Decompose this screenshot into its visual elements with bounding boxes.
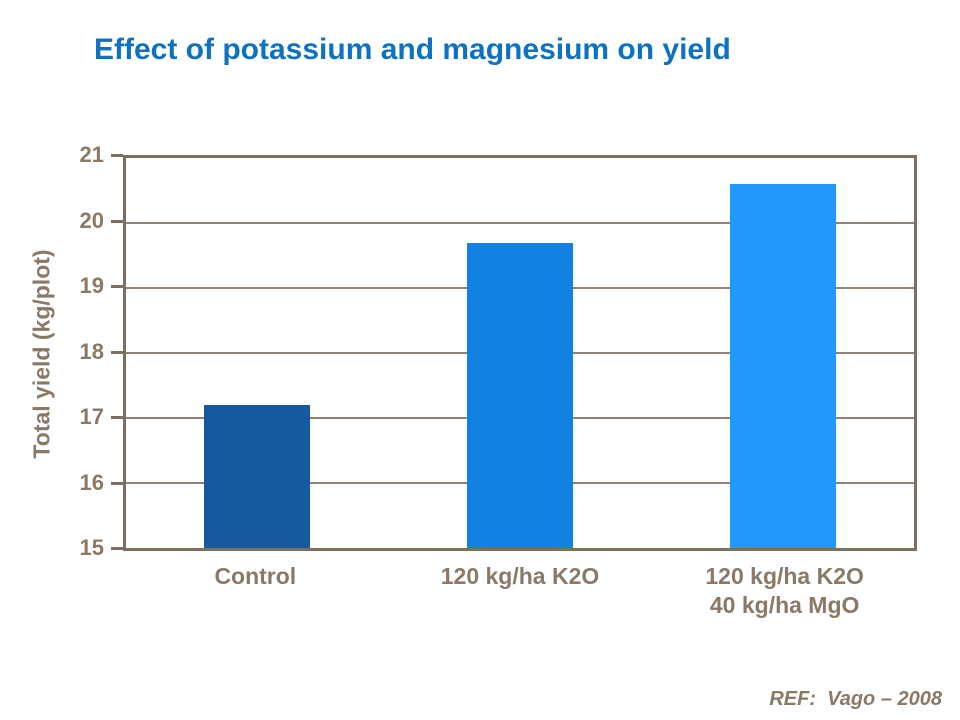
x-label-line: 120 kg/ha K2O <box>705 563 864 589</box>
y-tick-mark-18 <box>111 350 123 354</box>
y-tick-mark-16 <box>111 481 123 485</box>
y-tick-label-17: 17 <box>79 404 104 429</box>
y-tick-mark-21 <box>111 154 123 157</box>
plot-inner <box>126 158 914 548</box>
y-tick-label-15: 15 <box>79 535 104 560</box>
x-label-1: Control <box>115 562 395 591</box>
x-label-line: 120 kg/ha K2O <box>440 563 600 589</box>
bar-3 <box>729 184 836 548</box>
reference-text: REF: Vago – 2008 <box>769 688 942 710</box>
y-tick-mark-20 <box>111 219 123 223</box>
bar-2 <box>467 242 573 548</box>
y-tick-label-21: 21 <box>79 142 104 167</box>
x-label-line: 40 kg/ha MgO <box>709 592 860 618</box>
y-tick-label-18: 18 <box>79 338 104 364</box>
x-label-3: 120 kg/ha K2O 40 kg/ha MgO <box>645 562 925 620</box>
y-tick-label-20: 20 <box>79 207 104 233</box>
y-tick-mark-17 <box>111 416 123 419</box>
plot-area <box>123 155 917 551</box>
y-tick-mark-15 <box>111 547 123 550</box>
x-label-2: 120 kg/ha K2O <box>380 562 660 591</box>
bar-1 <box>204 405 311 548</box>
x-label-line: Control <box>214 563 297 589</box>
y-tick-label-19: 19 <box>79 273 104 298</box>
chart-title: Effect of potassium and magnesium on yie… <box>94 33 731 66</box>
y-tick-mark-19 <box>111 285 123 288</box>
y-tick-label-16: 16 <box>79 469 104 495</box>
gridline-20 <box>126 222 914 224</box>
